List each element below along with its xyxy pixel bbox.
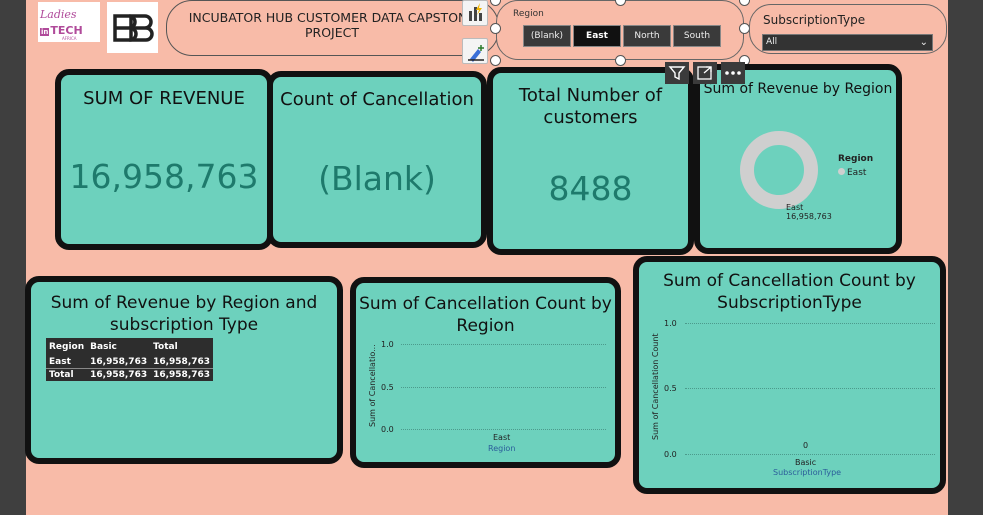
donut-chart-title: Sum of Revenue by Region — [703, 81, 893, 97]
cancel-sub-ylabel: Sum of Cancellation Count — [651, 333, 660, 440]
bar-chart-icon[interactable] — [462, 0, 488, 26]
cancel-region-xtick: East — [493, 433, 511, 442]
gridline — [401, 344, 606, 345]
matrix-header-basic[interactable]: Basic — [90, 342, 117, 352]
cancellation-card-title: Count of Cancellation — [280, 89, 474, 110]
cancel-sub-data-label: 0 — [803, 441, 809, 450]
format-paint-icon[interactable] — [462, 38, 488, 64]
region-slicer-label: Region — [513, 9, 544, 19]
subscription-slicer-label: SubscriptionType — [763, 13, 866, 27]
cancellation-card-value: (Blank) — [318, 159, 436, 198]
subscription-dropdown[interactable]: All ⌄ — [762, 34, 933, 51]
gridline — [685, 454, 935, 455]
logo-text-in: in — [40, 28, 50, 36]
cancellation-by-subscription-card[interactable]: Sum of Cancellation Count by Subscriptio… — [633, 256, 946, 494]
visual-header-toolbar — [665, 62, 747, 84]
table-row[interactable]: East 16,958,763 16,958,763 — [46, 356, 214, 369]
cancel-sub-ytick: 0.0 — [664, 450, 677, 459]
right-margin — [948, 0, 983, 515]
donut-label-value: 16,958,763 — [786, 212, 832, 221]
logo-text-tech-word: TECH — [50, 24, 83, 37]
table-total-row[interactable]: Total 16,958,763 16,958,763 — [46, 368, 214, 381]
subscription-dropdown-value: All — [766, 37, 778, 47]
customers-card-title: Total Number of customers — [518, 85, 663, 128]
chevron-down-icon: ⌄ — [919, 37, 928, 48]
cancel-region-xlabel: Region — [488, 444, 516, 453]
logo-text-tech: in TECH — [40, 24, 83, 37]
customers-card[interactable]: Total Number of customers 8488 — [487, 67, 694, 255]
region-option-east[interactable]: East — [573, 25, 621, 47]
cancel-sub-ytick: 1.0 — [664, 319, 677, 328]
left-margin — [0, 0, 26, 515]
cancel-region-ytick: 0.5 — [381, 383, 394, 392]
cancel-sub-xlabel: SubscriptionType — [773, 468, 842, 477]
legend-dot-icon — [838, 168, 845, 175]
cancellation-by-region-card[interactable]: Sum of Cancellation Count by Region Sum … — [350, 277, 621, 468]
gridline — [685, 388, 935, 389]
matrix-cell: 16,958,763 — [153, 357, 211, 367]
subscription-slicer[interactable]: SubscriptionType All ⌄ — [749, 4, 947, 54]
donut-legend-label: East — [847, 168, 867, 178]
logo-text-ladies: Ladies — [40, 8, 77, 21]
resize-handle-s[interactable] — [615, 55, 626, 66]
revenue-by-region-card[interactable]: Sum of Revenue by Region East 16,958,763… — [694, 64, 902, 254]
report-title-box: INCUBATOR HUB CUSTOMER DATA CAPSTONE PRO… — [166, 0, 499, 56]
cancel-sub-xtick: Basic — [795, 458, 817, 467]
report-title: INCUBATOR HUB CUSTOMER DATA CAPSTONE PRO… — [188, 10, 476, 40]
region-option-south[interactable]: South — [673, 25, 721, 47]
incubator-hub-logo — [107, 2, 158, 53]
customers-card-value: 8488 — [548, 169, 633, 208]
gridline — [401, 429, 606, 430]
resize-handle-sw[interactable] — [490, 55, 501, 66]
gridline — [685, 323, 935, 324]
ib-logo-icon — [113, 14, 154, 42]
cancel-region-ylabel: Sum of Cancellatio... — [368, 344, 377, 427]
region-option-north[interactable]: North — [623, 25, 671, 47]
revenue-matrix-card[interactable]: Sum of Revenue by Region and subscriptio… — [25, 276, 343, 464]
matrix-cell: East — [49, 357, 71, 367]
cancel-sub-title: Sum of Cancellation Count by Subscriptio… — [663, 271, 916, 313]
revenue-matrix-table[interactable]: Region Basic Total East 16,958,763 16,95… — [46, 338, 214, 381]
gridline — [401, 387, 606, 388]
region-option-blank[interactable]: (Blank) — [523, 25, 571, 47]
resize-handle-w[interactable] — [490, 23, 501, 34]
ladies-in-tech-logo: Ladies in TECH AFRICA — [38, 2, 100, 42]
donut-chart[interactable] — [734, 125, 824, 215]
cancel-region-ytick: 1.0 — [381, 340, 394, 349]
filter-icon[interactable] — [665, 62, 689, 84]
donut-legend-item[interactable]: East — [838, 168, 866, 178]
logo-text-africa: AFRICA — [62, 36, 77, 41]
focus-mode-icon[interactable] — [693, 62, 717, 84]
revenue-card[interactable]: SUM OF REVENUE 16,958,763 — [55, 69, 273, 250]
cancellation-card[interactable]: Count of Cancellation (Blank) — [267, 71, 487, 248]
donut-slice-east — [740, 131, 818, 209]
region-slicer[interactable]: Region (Blank) East North South — [496, 0, 744, 60]
matrix-cell: Total — [49, 370, 74, 380]
matrix-cell: 16,958,763 — [90, 357, 148, 367]
matrix-header-total[interactable]: Total — [153, 342, 178, 352]
more-options-icon[interactable] — [721, 62, 745, 84]
matrix-title: Sum of Revenue by Region and subscriptio… — [50, 293, 318, 335]
donut-legend-title: Region — [838, 154, 874, 164]
cancel-region-ytick: 0.0 — [381, 425, 394, 434]
donut-label-region: East — [786, 203, 804, 212]
matrix-cell: 16,958,763 — [153, 370, 211, 380]
revenue-card-value: 16,958,763 — [69, 157, 259, 196]
cancel-sub-ytick: 0.5 — [664, 384, 677, 393]
matrix-header-region[interactable]: Region — [49, 342, 85, 352]
matrix-cell: 16,958,763 — [90, 370, 148, 380]
revenue-card-title: SUM OF REVENUE — [83, 88, 245, 109]
cancel-region-title: Sum of Cancellation Count by Region — [359, 294, 612, 336]
